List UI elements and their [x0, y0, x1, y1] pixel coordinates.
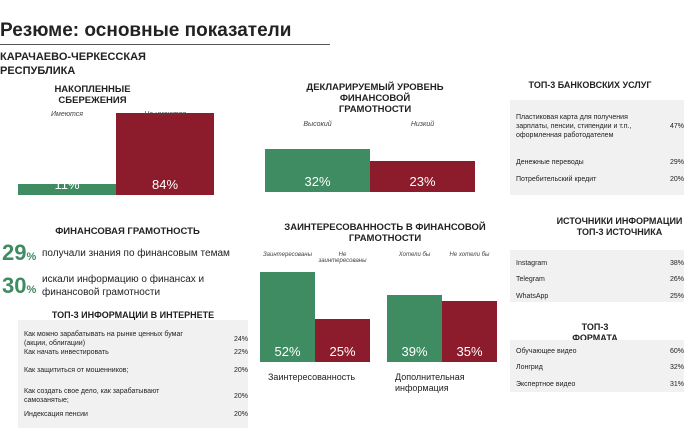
table-value: 20%: [233, 367, 248, 374]
table-title: ТОП-3 ФОРМАТА: [572, 322, 618, 343]
table-row: Индексация пенсии 20%: [24, 410, 248, 419]
literacy-number: 30: [2, 273, 27, 298]
table-value: 38%: [669, 260, 684, 267]
value-label: 23%: [409, 173, 436, 189]
category-label: Не хотели бы: [449, 252, 490, 258]
table-row: Лонгрид 32%: [516, 363, 684, 372]
bar: 25%: [315, 318, 370, 362]
table-value: 25%: [669, 293, 684, 300]
table-row: Как создать свое дело, как зарабатывают …: [24, 387, 248, 405]
category-label: Не имеются: [144, 111, 186, 118]
table-row: Денежные переводы 29%: [516, 158, 684, 167]
table: Как можно зарабатывать на рынке ценных б…: [18, 320, 248, 428]
title-rule: [0, 44, 330, 45]
table-row: Как можно зарабатывать на рынке ценных б…: [24, 330, 248, 348]
table-value: 20%: [669, 176, 684, 183]
bar: 52%: [260, 272, 315, 362]
table-value: 20%: [233, 411, 248, 418]
table-title: ТОП-3 ИНФОРМАЦИИ В ИНТЕРНЕТЕ: [51, 310, 215, 320]
table-row: Как защититься от мошенников; 20%: [24, 366, 248, 375]
table-row: WhatsApp 25%: [516, 292, 684, 301]
value-label: 25%: [329, 344, 356, 359]
table-cell: WhatsApp: [516, 293, 549, 300]
table-row: Потребительский кредит 20%: [516, 175, 684, 184]
value-label: 32%: [304, 173, 331, 189]
table-value: 22%: [233, 349, 248, 356]
category-label: Высокий: [303, 121, 332, 128]
category-label: Хотели бы: [398, 252, 431, 258]
chart-title: ДЕКЛАРИРУЕМЫЙ УРОВЕНЬ ФИНАНСОВОЙ ГРАМОТН…: [306, 82, 444, 115]
table-value: 47%: [669, 123, 684, 130]
value-label: 39%: [401, 343, 428, 359]
table-row: Обучающее видео 60%: [516, 347, 684, 356]
group-label: Дополнительная информация: [395, 372, 465, 393]
bar: 39%: [387, 294, 442, 362]
table-value: 60%: [669, 348, 684, 355]
table-value: 29%: [669, 159, 684, 166]
table-value: 20%: [233, 392, 248, 400]
table-cell: Как можно зарабатывать на рынке ценных б…: [24, 331, 183, 347]
literacy-unit: %: [26, 284, 37, 296]
table-cell: Индексация пенсии: [24, 411, 88, 418]
table-value: 24%: [233, 335, 248, 343]
table-cell: Обучающее видео: [516, 348, 577, 355]
literacy-unit: %: [26, 251, 37, 263]
literacy-title: ФИНАНСОВАЯ ГРАМОТНОСТЬ: [55, 226, 200, 237]
bar: 23%: [370, 161, 475, 192]
category-label: Заинтересованы: [263, 252, 312, 258]
table: Instagram 38% Telegram 26% WhatsApp 25%: [510, 250, 684, 302]
table-row: Экспертное видео 31%: [516, 380, 684, 389]
literacy-number: 29: [2, 240, 27, 265]
table-cell: Экспертное видео: [516, 381, 576, 388]
table: Пластиковая карта для получения зарплаты…: [510, 100, 684, 195]
literacy-item: 29%: [2, 240, 36, 266]
literacy-text: получали знания по финансовым темам: [42, 248, 230, 259]
table-cell: Instagram: [516, 260, 548, 267]
page-title: Резюме: основные показатели: [0, 20, 292, 41]
bar: 11%: [18, 177, 116, 195]
table-value: 31%: [669, 381, 684, 388]
category-label: Низкий: [410, 121, 435, 128]
table-cell: Telegram: [516, 276, 545, 283]
table-cell: Пластиковая карта для получения зарплаты…: [516, 114, 632, 139]
value-label: 35%: [456, 343, 483, 359]
table-cell: Денежные переводы: [516, 159, 584, 166]
value-label: 52%: [274, 343, 301, 359]
group-label: Заинтересованность: [268, 372, 356, 382]
chart-title: ЗАИНТЕРЕСОВАННОСТЬ В ФИНАНСОВОЙ ГРАМОТНО…: [284, 222, 486, 244]
region: КАРАЧАЕВО-ЧЕРКЕССКАЯ РЕСПУБЛИКА: [0, 51, 146, 77]
table-row: Как начать инвестировать 22%: [24, 348, 248, 357]
table-cell: Как начать инвестировать: [24, 349, 109, 356]
table-cell: Потребительский кредит: [516, 176, 597, 183]
table-title: ТОП-3 БАНКОВСКИХ УСЛУГ: [528, 80, 652, 90]
table-cell: Лонгрид: [516, 364, 543, 371]
chart-title: НАКОПЛЕННЫЕ СБЕРЕЖЕНИЯ: [54, 84, 131, 106]
value-label: 11%: [54, 176, 80, 192]
value-label: 84%: [151, 176, 179, 192]
literacy-item: 30%: [2, 273, 36, 299]
bar: 84%: [116, 112, 214, 195]
literacy-text: искали информацию о финансах и финансово…: [42, 274, 205, 298]
table-value: 32%: [669, 364, 684, 371]
table-cell: Как создать свое дело, как зарабатывают …: [24, 388, 160, 404]
category-label: Не заинтересованы: [318, 252, 367, 264]
bar: 32%: [265, 149, 370, 192]
table-row: Telegram 26%: [516, 275, 684, 284]
table-cell: Как защититься от мошенников;: [24, 367, 129, 374]
table: Обучающее видео 60% Лонгрид 32% Экспертное в…: [510, 340, 684, 392]
bar: 35%: [442, 301, 497, 362]
table-title: ИСТОЧНИКИ ИНФОРМАЦИИ ТОП-3 ИСТОЧНИКА: [556, 216, 683, 237]
table-value: 26%: [669, 276, 684, 283]
table-row: Instagram 38%: [516, 259, 684, 268]
category-label: Имеются: [51, 111, 83, 118]
table-row: Пластиковая карта для получения зарплаты…: [516, 113, 684, 140]
